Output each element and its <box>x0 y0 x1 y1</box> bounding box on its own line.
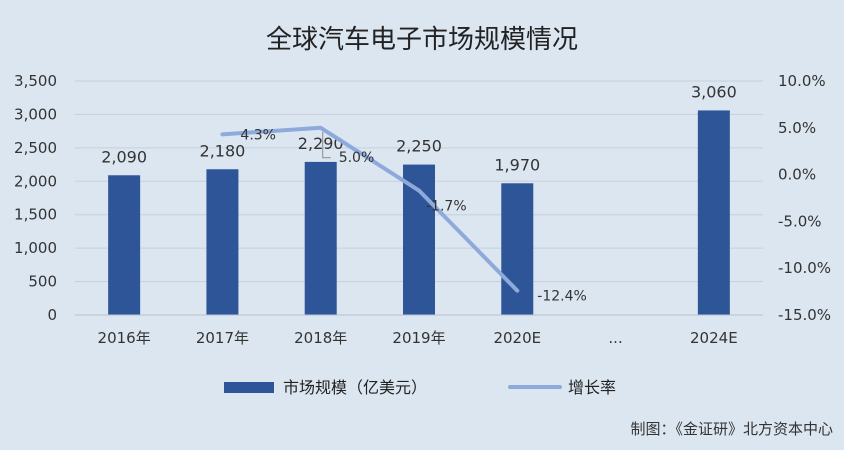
left-tick-label: 2,500 <box>14 139 57 157</box>
left-tick-label: 500 <box>28 273 57 291</box>
right-tick-label: 0.0% <box>778 166 816 184</box>
left-axis: 0 500 1,000 1,500 2,000 2,500 3,000 3,500 <box>14 72 57 324</box>
left-tick-label: 0 <box>47 306 57 324</box>
right-axis: -15.0% -10.0% -5.0% 0.0% 5.0% 10.0% <box>778 72 831 324</box>
growth-value-label: 4.3% <box>240 127 276 143</box>
x-tick-label: ... <box>608 329 622 347</box>
left-tick-label: 3,500 <box>14 72 57 90</box>
chart-title: 全球汽车电子市场规模情况 <box>266 25 578 55</box>
source-note: 制图：《金证研》北方资本中心 <box>630 420 833 438</box>
x-tick-label: 2020E <box>493 329 541 347</box>
bar <box>304 161 337 315</box>
legend-label-line: 增长率 <box>568 378 616 397</box>
right-tick-label: 10.0% <box>778 72 826 90</box>
left-tick-label: 1,000 <box>14 239 57 257</box>
x-tick-label: 2018年 <box>294 329 347 347</box>
growth-line: 4.3% 5.0% -1.7% -12.4% <box>220 125 587 305</box>
bar-value-label: 2,090 <box>101 147 147 166</box>
growth-value-label: 5.0% <box>339 150 375 166</box>
right-tick-label: -15.0% <box>778 306 831 324</box>
growth-line-path <box>220 125 520 293</box>
bar <box>501 183 534 315</box>
left-tick-label: 3,000 <box>14 105 57 123</box>
legend-swatch-bar <box>224 382 274 393</box>
right-tick-label: -5.0% <box>778 212 822 230</box>
bar <box>697 110 730 315</box>
bar-value-label: 2,290 <box>298 134 344 153</box>
bar <box>403 164 435 315</box>
right-tick-label: -10.0% <box>778 259 831 277</box>
growth-value-label: -12.4% <box>537 289 587 305</box>
bars: 2,090 2,180 2,290 2,250 1,970 3,060 <box>101 82 737 315</box>
bar-value-label: 2,250 <box>396 137 442 156</box>
x-tick-label: 2024E <box>690 329 738 347</box>
bar <box>206 169 239 315</box>
x-axis: 2016年 2017年 2018年 2019年 2020E... 2024E <box>75 314 763 347</box>
left-tick-label: 1,500 <box>14 206 57 224</box>
growth-value-label: -1.7% <box>426 199 467 215</box>
x-tick-label: 2017年 <box>196 329 249 347</box>
legend: 市场规模（亿美元） 增长率 <box>224 378 616 397</box>
bar-value-label: 2,180 <box>200 141 246 160</box>
bar-value-label: 1,970 <box>494 155 540 174</box>
x-tick-label: 2019年 <box>392 329 445 347</box>
bar-value-label: 3,060 <box>691 82 737 101</box>
x-tick-label: 2016年 <box>98 329 151 347</box>
leader-line <box>322 131 331 159</box>
bar <box>108 175 141 315</box>
legend-label-bar: 市场规模（亿美元） <box>283 378 427 397</box>
right-tick-label: 5.0% <box>778 119 816 137</box>
left-tick-label: 2,000 <box>14 172 57 190</box>
